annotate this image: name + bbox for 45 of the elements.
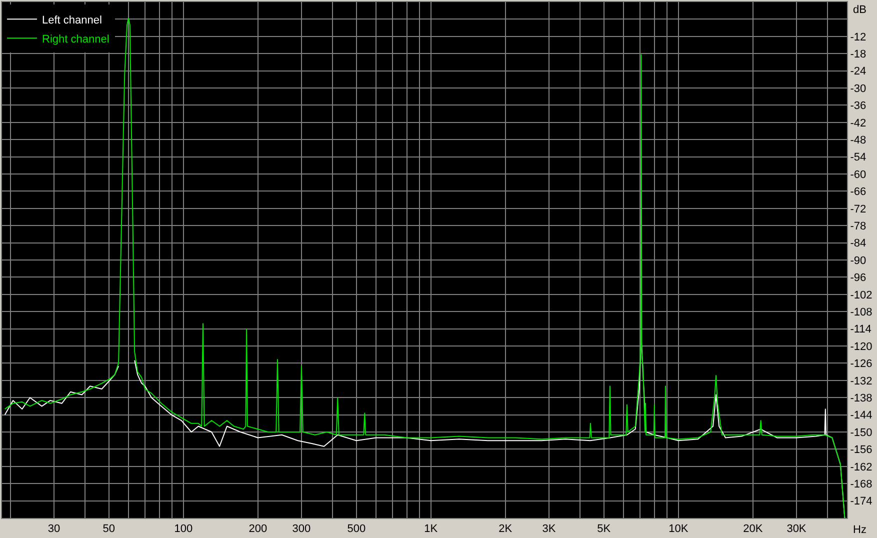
y-axis-title: dB <box>853 4 866 16</box>
y-tick-label: -54 <box>850 152 866 164</box>
legend-label: Left channel <box>42 14 102 26</box>
y-tick-label: -24 <box>850 66 866 78</box>
x-tick-label: 100 <box>174 523 193 536</box>
y-tick-label: -66 <box>850 186 866 198</box>
x-tick-label: 300 <box>292 523 311 536</box>
y-tick-label: -138 <box>850 392 872 404</box>
y-tick-label: -168 <box>850 478 872 490</box>
y-tick-label: -36 <box>850 100 866 112</box>
x-tick-label: 2K <box>498 523 513 536</box>
y-tick-label: -90 <box>850 254 866 267</box>
y-tick-label: -126 <box>850 358 872 370</box>
x-tick-label: 30K <box>786 523 807 536</box>
y-tick-label: -84 <box>850 238 866 250</box>
x-tick-label: 1K <box>424 523 438 536</box>
y-tick-label: -72 <box>850 203 866 216</box>
y-tick-label: -120 <box>850 340 872 353</box>
y-tick-label: -96 <box>850 272 866 284</box>
x-tick-label: 30 <box>48 523 60 536</box>
y-tick-label: -132 <box>850 375 872 388</box>
y-tick-label: -156 <box>850 444 872 456</box>
y-tick-label: -150 <box>850 426 872 439</box>
y-tick-label: -108 <box>850 306 872 318</box>
y-tick-label: -114 <box>850 324 872 336</box>
x-tick-label: 20K <box>743 523 764 536</box>
y-tick-label: -144 <box>850 410 872 422</box>
y-tick-label: -18 <box>850 48 866 60</box>
y-tick-label: -48 <box>850 134 866 146</box>
y-tick-label: -162 <box>850 461 872 474</box>
x-tick-label: 3K <box>542 523 556 536</box>
x-tick-label: 5K <box>597 523 612 536</box>
x-tick-label: 500 <box>347 523 366 536</box>
y-tick-label: -102 <box>850 289 872 302</box>
y-tick-label: -60 <box>850 168 866 181</box>
x-axis-title: Hz <box>853 524 866 536</box>
y-tick-label: -174 <box>850 496 872 508</box>
x-tick-label: 50 <box>102 523 115 536</box>
y-tick-label: -12 <box>850 31 866 44</box>
legend-label: Right channel <box>42 33 110 46</box>
y-tick-label: -30 <box>850 82 866 95</box>
y-tick-label: -78 <box>850 220 866 232</box>
x-tick-label: 200 <box>248 523 268 536</box>
y-tick-label: -42 <box>850 117 866 130</box>
x-tick-label: 10K <box>668 523 689 536</box>
